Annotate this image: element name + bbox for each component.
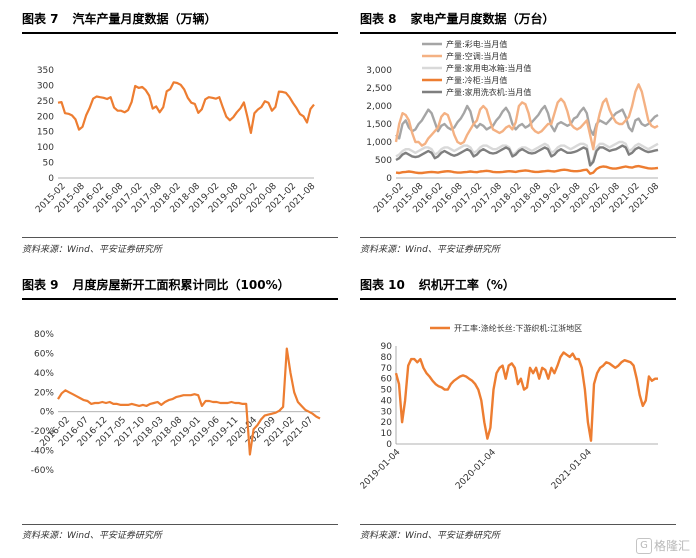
y-tick-label: 20% [34, 388, 54, 398]
y-tick-label: 0 [386, 174, 392, 184]
y-tick-label: 0 [48, 174, 54, 184]
panel-title: 图表 9 月度房屋新开工面积累计同比（100%） [22, 278, 290, 292]
source-note: 资料来源：Wind、平安证券研究所 [22, 245, 162, 255]
legend-label: 产量:空调:当月值 [446, 51, 507, 61]
y-tick-label: 1,000 [366, 138, 392, 148]
x-tick-label: 2020-01-04 [454, 447, 498, 491]
y-tick-label: 0 [386, 440, 392, 450]
legend-label: 产量:冷柜:当月值 [446, 75, 507, 85]
y-tick-label: 60 [381, 375, 393, 385]
legend-label: 产量:家用电冰箱:当月值 [446, 63, 531, 73]
y-tick-label: -20% [31, 427, 55, 437]
y-tick-label: 1,500 [366, 120, 392, 130]
y-tick-label: 200 [37, 112, 54, 122]
series-line [57, 81, 315, 135]
watermark-logo-icon: G [635, 538, 652, 554]
series-line [395, 164, 659, 175]
y-tick-label: -40% [31, 447, 55, 457]
y-tick-label: -60% [31, 466, 55, 476]
watermark: G 格隆汇 [635, 537, 690, 554]
panel-appliance-output: 图表 8 家电产量月度数据（万台） 0 500 1,000 1,500 2,000 2,50… [360, 10, 676, 260]
y-tick-label: 250 [37, 97, 54, 107]
series-line [395, 144, 659, 167]
source-note: 资料来源：Wind、平安证券研究所 [360, 245, 500, 255]
y-tick-label: 150 [37, 128, 54, 138]
x-tick-label: 2021-01-04 [550, 447, 594, 491]
panel-loom-rate: 图表 10 织机开工率（%） 0 10 20 30 40 50 60 70 80 90 2019-01… [360, 276, 676, 546]
y-tick-label: 80 [381, 353, 393, 363]
y-tick-label: 500 [375, 156, 392, 166]
y-tick-label: 350 [37, 66, 54, 76]
source-note: 资料来源：Wind、平安证券研究所 [360, 531, 500, 541]
panel-title: 图表 8 家电产量月度数据（万台） [360, 12, 555, 26]
y-tick-label: 10 [381, 429, 393, 439]
panel-title: 图表 7 汽车产量月度数据（万辆） [22, 12, 217, 26]
y-tick-label: 300 [37, 81, 54, 91]
series-line [57, 347, 321, 456]
y-tick-label: 90 [381, 342, 393, 352]
chart-auto-output: 0501001502002503003502015-022015-082016-… [34, 66, 317, 215]
panel-auto-output: 图表 7 汽车产量月度数据（万辆） 0 50 100 150 200 250 300 350 20… [22, 10, 338, 260]
chart-appliance-output: 05001,0001,5002,0002,5003,0002015-022015… [366, 39, 661, 215]
y-tick-label: 30 [381, 407, 393, 417]
legend-label: 产量:彩电:当月值 [446, 39, 507, 49]
chart-housing-starts: -60%-40%-20%0%20%40%60%80%2016-022016-07… [31, 330, 321, 476]
y-tick-label: 0% [40, 408, 55, 418]
x-tick-label: 2019-01-04 [360, 447, 403, 491]
y-tick-label: 60% [34, 349, 54, 359]
y-tick-label: 80% [34, 330, 54, 340]
y-tick-label: 50 [43, 159, 55, 169]
y-tick-label: 2,000 [366, 102, 392, 112]
y-tick-label: 2,500 [366, 84, 392, 94]
series-line [395, 140, 659, 165]
series-line [395, 104, 659, 140]
y-tick-label: 40 [381, 396, 393, 406]
y-tick-label: 100 [37, 143, 54, 153]
panel-housing-starts: 图表 9 月度房屋新开工面积累计同比（100%） -60% -40% -20% 0% 20… [22, 276, 338, 546]
panel-title: 图表 10 织机开工率（%） [360, 278, 515, 292]
y-tick-label: 70 [381, 364, 393, 374]
y-tick-label: 40% [34, 369, 54, 379]
series-line [394, 351, 658, 442]
source-note: 资料来源：Wind、平安证券研究所 [22, 531, 162, 541]
y-tick-label: 3,000 [366, 66, 392, 76]
legend-label: 产量:家用洗衣机:当月值 [446, 87, 531, 97]
y-tick-label: 50 [381, 386, 393, 396]
y-tick-label: 20 [381, 418, 393, 428]
series-line [394, 83, 659, 151]
legend-label: 开工率:涤纶长丝:下游织机:江浙地区 [454, 323, 582, 333]
